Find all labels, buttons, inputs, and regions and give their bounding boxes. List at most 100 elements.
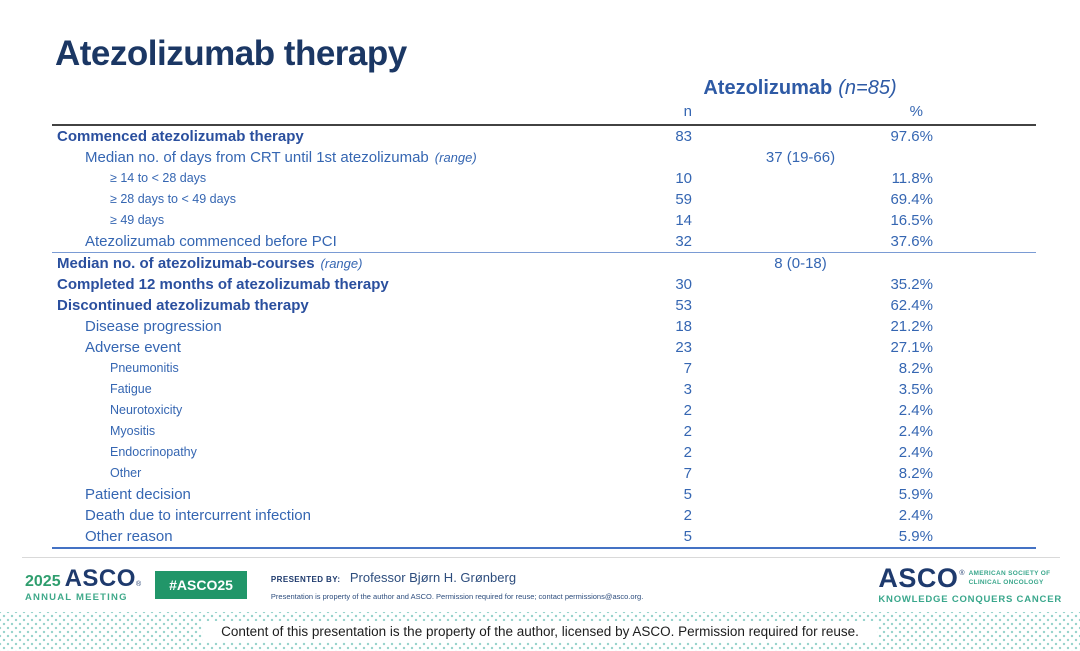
row-pct-value: 2.4% [898, 402, 933, 419]
row-pct-value: 2.4% [898, 507, 933, 524]
row-label: Median no. of days from CRT until 1st at… [85, 149, 429, 166]
group-header-n: (n=85) [838, 77, 897, 99]
row-label: ≥ 49 days [110, 213, 165, 227]
range-suffix: (range) [434, 150, 477, 165]
row-label: Disease progression [85, 318, 222, 335]
row-mid-value: 8 (0-18) [774, 255, 827, 272]
asco-logo-text: ASCO [878, 563, 959, 594]
row-label: Completed 12 months of atezolizumab ther… [57, 276, 389, 293]
row-n-value: 23 [675, 339, 692, 356]
row-label: Patient decision [85, 486, 191, 503]
row-n-value: 2 [683, 402, 692, 419]
row-label: ≥ 28 days to < 49 days [110, 192, 237, 206]
row-n-value: 2 [683, 444, 692, 461]
table-row: Neurotoxicity 2 2.4% [52, 400, 1036, 421]
table-row: Discontinued atezolizumab therapy 53 62.… [52, 295, 1036, 316]
row-pct-value: 8.2% [898, 465, 933, 482]
row-label: Myositis [110, 424, 156, 438]
table-row: ≥ 14 to < 28 days 10 11.8% [52, 168, 1036, 189]
row-pct-value: 16.5% [890, 212, 933, 229]
hashtag-badge: #ASCO25 [155, 571, 247, 599]
row-label: Other [110, 466, 142, 480]
row-n-value: 5 [683, 486, 692, 503]
row-n-value: 2 [683, 423, 692, 440]
row-n-value: 7 [683, 465, 692, 482]
table-row: ≥ 49 days 14 16.5% [52, 210, 1036, 231]
row-label: ≥ 14 to < 28 days [110, 171, 207, 185]
row-n-value: 2 [683, 507, 692, 524]
row-pct-value: 2.4% [898, 423, 933, 440]
table-row: Endocrinopathy 2 2.4% [52, 442, 1036, 463]
row-pct-value: 5.9% [898, 486, 933, 503]
table-row: Commenced atezolizumab therapy 83 97.6% [52, 126, 1036, 147]
asco-annual-meeting-logo: 2025 ASCO ® ANNUAL MEETING [25, 567, 141, 603]
row-pct-value: 37.6% [890, 233, 933, 250]
table-row: Patient decision 5 5.9% [52, 484, 1036, 505]
table-bottom-rule [52, 547, 1036, 549]
table-row: Disease progression 18 21.2% [52, 316, 1036, 337]
group-header-text: Atezolizumab [703, 77, 833, 99]
row-n-value: 14 [675, 212, 692, 229]
row-label: Adverse event [85, 339, 181, 356]
row-n-value: 7 [683, 360, 692, 377]
column-header-pct: % [909, 103, 923, 120]
row-pct-value: 21.2% [890, 318, 933, 335]
row-pct-value: 8.2% [898, 360, 933, 377]
table-row: Completed 12 months of atezolizumab ther… [52, 274, 1036, 295]
table-row: ≥ 28 days to < 49 days 59 69.4% [52, 189, 1036, 210]
presenter-name: Professor Bjørn H. Grønberg [349, 570, 517, 586]
asco-tagline: KNOWLEDGE CONQUERS CANCER [878, 594, 1062, 606]
header-rule [52, 124, 1036, 126]
section-rule [52, 252, 1036, 253]
table-column-header-row: n % [52, 102, 1036, 124]
row-pct-value: 69.4% [890, 191, 933, 208]
row-label: Fatigue [110, 382, 152, 396]
row-n-value: 32 [675, 233, 692, 250]
range-suffix: (range) [320, 256, 363, 271]
table-row: Atezolizumab commenced before PCI 32 37.… [52, 231, 1036, 252]
table-row: Other reason 5 5.9% [52, 526, 1036, 547]
row-n-value: 30 [675, 276, 692, 293]
row-label: Commenced atezolizumab therapy [57, 128, 304, 145]
column-header-spacer [52, 102, 630, 124]
slide-body: Atezolizumab therapy Atezolizumab (n=85) … [52, 34, 1036, 549]
atezolizumab-table: Atezolizumab (n=85) n % Commenced atezoli… [52, 76, 1036, 549]
table-row: Death due to intercurrent infection 2 2.… [52, 505, 1036, 526]
disclaimer-text: Content of this presentation is the prop… [203, 621, 877, 642]
presented-by-block: PRESENTED BY: Professor Bjørn H. Grønber… [271, 568, 643, 601]
row-pct-value: 3.5% [898, 381, 933, 398]
row-pct-value: 35.2% [890, 276, 933, 293]
registered-mark: ® [959, 570, 965, 578]
presented-by-label: PRESENTED BY: [270, 575, 341, 585]
row-label: Discontinued atezolizumab therapy [57, 297, 309, 314]
row-n-value: 10 [675, 170, 692, 187]
row-pct-value: 2.4% [898, 444, 933, 461]
table-row: Median no. of atezolizumab-courses (range… [52, 253, 1036, 274]
table-row: Other 7 8.2% [52, 463, 1036, 484]
row-pct-value: 62.4% [890, 297, 933, 314]
row-pct-value: 11.8% [891, 170, 933, 187]
meeting-org: ASCO [64, 565, 136, 593]
group-header: Atezolizumab (n=85) [630, 76, 970, 102]
footer-divider [22, 557, 1060, 558]
society-line2: CLINICAL ONCOLOGY [968, 578, 1044, 586]
meeting-year: 2025 [25, 573, 61, 591]
row-n-value: 53 [675, 297, 692, 314]
row-n-value: 5 [683, 528, 692, 545]
column-header-n: n [683, 103, 692, 120]
slide-footer: 2025 ASCO ® ANNUAL MEETING #ASCO25 PRESE… [0, 558, 1080, 612]
slide-title: Atezolizumab therapy [55, 34, 407, 73]
row-label: Pneumonitis [110, 361, 179, 375]
row-label: Median no. of atezolizumab-courses [57, 255, 315, 272]
property-note: Presentation is property of the author a… [270, 592, 644, 602]
row-n-value: 83 [675, 128, 692, 145]
asco-society-logo: ASCO ® AMERICAN SOCIETY OF CLINICAL ONCO… [878, 565, 1062, 605]
disclaimer-band: Content of this presentation is the prop… [0, 612, 1080, 651]
table-row: Adverse event 23 27.1% [52, 337, 1036, 358]
table-group-header-row: Atezolizumab (n=85) [52, 76, 1036, 102]
row-label: Other reason [85, 528, 173, 545]
row-label: Neurotoxicity [110, 403, 183, 417]
row-mid-value: 37 (19-66) [765, 149, 836, 166]
meeting-subtitle: ANNUAL MEETING [25, 592, 128, 604]
